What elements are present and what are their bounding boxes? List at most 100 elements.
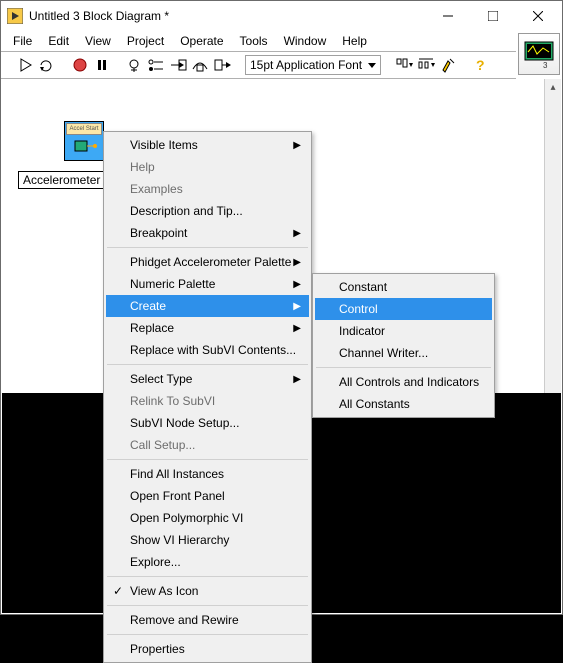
ctx-item-numeric-palette[interactable]: Numeric Palette ▶ (106, 273, 309, 295)
menu-item-label: Open Polymorphic VI (130, 511, 243, 525)
menu-operate[interactable]: Operate (172, 32, 231, 50)
menu-item-label: View As Icon (130, 584, 198, 598)
font-label: 15pt Application Font (250, 58, 362, 72)
ctx-item-visible-items[interactable]: Visible Items ▶ (106, 134, 309, 156)
window-title: Untitled 3 Block Diagram * (29, 9, 425, 23)
menu-item-label: Open Front Panel (130, 489, 225, 503)
accelerometer-node[interactable]: Accel Start (64, 121, 104, 161)
step-out-button[interactable] (213, 56, 231, 74)
node-icon-label: Accel Start (66, 123, 102, 135)
ctx-item-subvi-node-setup[interactable]: SubVI Node Setup... (106, 412, 309, 434)
ctx-item-breakpoint[interactable]: Breakpoint▶ (106, 222, 309, 244)
ctx-item-replace[interactable]: Replace ▶ (106, 317, 309, 339)
submenu-arrow-icon: ▶ (293, 140, 301, 151)
ctx-item-find-all-instances[interactable]: Find All Instances (106, 463, 309, 485)
sub-item-all-constants[interactable]: All Constants (315, 393, 492, 415)
ctx-item-open-polymorphic-vi[interactable]: Open Polymorphic VI (106, 507, 309, 529)
ctx-item-help: Help (106, 156, 309, 178)
menu-edit[interactable]: Edit (40, 32, 77, 50)
step-over-button[interactable] (191, 56, 209, 74)
menu-item-label: Numeric Palette (130, 277, 215, 291)
menu-item-label: Visible Items (130, 138, 198, 152)
context-menu: Visible Items ▶ Help ExamplesDescription an… (103, 131, 312, 663)
menu-item-label: Control (339, 302, 378, 316)
sub-item-channel-writer[interactable]: Channel Writer... (315, 342, 492, 364)
app-window: Untitled 3 Block Diagram * File Edit Vie… (0, 0, 563, 615)
menu-item-label: SubVI Node Setup... (130, 416, 239, 430)
help-button[interactable]: ? (471, 56, 489, 74)
sub-item-control[interactable]: Control (315, 298, 492, 320)
menu-item-label: Relink To SubVI (130, 394, 215, 408)
ctx-item-create[interactable]: Create▶ (106, 295, 309, 317)
vi-icon[interactable]: 3 (518, 33, 560, 75)
sub-item-constant[interactable]: Constant (315, 276, 492, 298)
menu-item-label: All Controls and Indicators (339, 375, 479, 389)
retain-wire-button[interactable] (147, 56, 165, 74)
menu-file[interactable]: File (5, 32, 40, 50)
ctx-item-call-setup: Call Setup... (106, 434, 309, 456)
minimize-button[interactable] (425, 2, 470, 31)
submenu-arrow-icon: ▶ (293, 257, 301, 268)
submenu-arrow-icon: ▶ (293, 228, 301, 239)
submenu-arrow-icon: ▶ (293, 323, 301, 334)
svg-text:?: ? (476, 57, 485, 73)
pause-button[interactable] (93, 56, 111, 74)
maximize-button[interactable] (470, 2, 515, 31)
app-icon (7, 8, 23, 24)
ctx-item-replace-with-subvi-contents[interactable]: Replace with SubVI Contents... (106, 339, 309, 361)
check-icon: ✓ (113, 584, 123, 598)
menu-separator (107, 459, 308, 460)
menu-separator (107, 247, 308, 248)
menu-item-label: Remove and Rewire (130, 613, 239, 627)
sub-item-indicator[interactable]: Indicator (315, 320, 492, 342)
menu-help[interactable]: Help (334, 32, 375, 50)
menu-separator (316, 367, 491, 368)
ctx-item-explore[interactable]: Explore... (106, 551, 309, 573)
menu-item-label: Help (130, 160, 155, 174)
menu-item-label: Replace with SubVI Contents... (130, 343, 296, 357)
highlight-button[interactable] (125, 56, 143, 74)
scroll-up-icon[interactable]: ▴ (545, 79, 561, 96)
ctx-item-properties[interactable]: Properties (106, 638, 309, 660)
run-button[interactable] (17, 56, 35, 74)
ctx-item-view-as-icon[interactable]: ✓ View As Icon (106, 580, 309, 602)
dropdown-icon (368, 61, 376, 69)
menu-project[interactable]: Project (119, 32, 172, 50)
ctx-item-open-front-panel[interactable]: Open Front Panel (106, 485, 309, 507)
menu-separator (107, 576, 308, 577)
menu-item-label: Replace (130, 321, 174, 335)
distribute-button[interactable] (417, 56, 435, 74)
menu-item-label: Channel Writer... (339, 346, 428, 360)
create-submenu: Constant Control Indicator Channel Writer..… (312, 273, 495, 418)
abort-button[interactable] (71, 56, 89, 74)
svg-text:3: 3 (543, 61, 548, 70)
submenu-arrow-icon: ▶ (293, 279, 301, 290)
menu-window[interactable]: Window (276, 32, 335, 50)
menu-item-label: Indicator (339, 324, 385, 338)
sub-item-all-controls-and-indicators[interactable]: All Controls and Indicators (315, 371, 492, 393)
menu-tools[interactable]: Tools (232, 32, 276, 50)
menu-item-label: Constant (339, 280, 387, 294)
ctx-item-show-vi-hierarchy[interactable]: Show VI Hierarchy (106, 529, 309, 551)
ctx-item-select-type[interactable]: Select Type▶ (106, 368, 309, 390)
align-button[interactable] (395, 56, 413, 74)
submenu-arrow-icon: ▶ (293, 301, 301, 312)
menu-item-label: Show VI Hierarchy (130, 533, 229, 547)
menu-item-label: Call Setup... (130, 438, 195, 452)
cleanup-button[interactable] (439, 56, 457, 74)
ctx-item-description-and-tip[interactable]: Description and Tip... (106, 200, 309, 222)
close-button[interactable] (515, 2, 560, 31)
menu-view[interactable]: View (77, 32, 119, 50)
font-select[interactable]: 15pt Application Font (245, 55, 381, 75)
run-continuous-button[interactable] (39, 56, 57, 74)
menu-separator (107, 364, 308, 365)
node-label[interactable]: Accelerometer (18, 171, 105, 189)
ctx-item-phidget-accelerometer-palette[interactable]: Phidget Accelerometer Palette▶ (106, 251, 309, 273)
menu-item-label: Find All Instances (130, 467, 224, 481)
ctx-item-examples: Examples (106, 178, 309, 200)
menu-item-label: Explore... (130, 555, 181, 569)
step-into-button[interactable] (169, 56, 187, 74)
ctx-item-remove-and-rewire[interactable]: Remove and Rewire (106, 609, 309, 631)
toolbar: 15pt Application Font ? (1, 51, 516, 79)
menu-item-label: Select Type (130, 372, 192, 386)
